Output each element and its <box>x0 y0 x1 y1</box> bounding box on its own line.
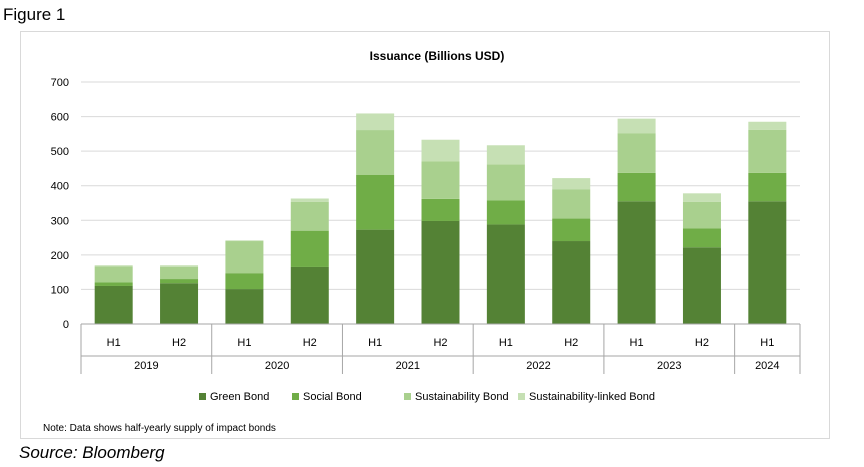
x-tick-label: H2 <box>172 337 186 349</box>
x-group-label: 2023 <box>657 360 681 372</box>
y-tick-label: 0 <box>63 319 69 331</box>
bar-segment <box>486 164 525 201</box>
x-tick-label: H2 <box>695 337 709 349</box>
bar-segment <box>356 130 395 175</box>
legend-swatch <box>199 393 206 400</box>
bar-segment <box>748 172 787 202</box>
y-axis: 0 100 200 300 400 500 600 700 <box>51 77 69 331</box>
chart-frame: Issuance (Billions USD) 0 100 200 300 400 500… <box>20 31 830 439</box>
bar-segment <box>356 229 395 324</box>
bar-segment <box>682 193 721 202</box>
bar-segment <box>421 198 460 221</box>
bar-segment <box>225 240 264 242</box>
bar-segment <box>421 220 460 324</box>
legend-swatch <box>518 393 525 400</box>
x-group-label: 2019 <box>134 360 158 372</box>
bar-segment <box>290 266 329 324</box>
legend-label: Green Bond <box>210 391 269 403</box>
bar-segment <box>421 161 460 199</box>
legend-swatch <box>292 393 299 400</box>
x-group-label: 2024 <box>755 360 779 372</box>
bar-segment <box>552 178 591 190</box>
legend: Green Bond Social Bond Sustainability Bond… <box>199 391 655 403</box>
bar-segment <box>748 201 787 324</box>
legend-swatch <box>404 393 411 400</box>
bar-segment <box>290 201 329 231</box>
legend-label: Social Bond <box>303 391 362 403</box>
bar-segment <box>290 198 329 202</box>
bar-segment <box>617 133 656 173</box>
bar-segment <box>225 241 264 274</box>
y-tick-label: 400 <box>51 181 69 193</box>
bar-segment <box>748 121 787 130</box>
y-tick-label: 200 <box>51 250 69 262</box>
x-tick-label: H2 <box>303 337 317 349</box>
bar-segment <box>486 224 525 324</box>
legend-label: Sustainability Bond <box>415 391 509 403</box>
bar-segment <box>160 279 199 284</box>
x-tick-label: H2 <box>433 337 447 349</box>
bar-segment <box>160 283 199 324</box>
x-tick-label: H1 <box>107 337 121 349</box>
bar-segment <box>617 172 656 202</box>
bars <box>94 113 787 324</box>
figure-label: Figure 1 <box>3 5 66 24</box>
bar-segment <box>290 230 329 267</box>
bar-segment <box>552 241 591 324</box>
bar-segment <box>486 145 525 165</box>
bar-segment <box>617 118 656 134</box>
bar-segment <box>748 129 787 173</box>
x-tick-label: H1 <box>760 337 774 349</box>
x-tick-label: H1 <box>630 337 644 349</box>
bar-segment <box>160 265 199 267</box>
y-tick-label: 600 <box>51 112 69 124</box>
y-tick-label: 500 <box>51 146 69 158</box>
x-group-label: 2021 <box>396 360 420 372</box>
x-group-label: 2022 <box>526 360 550 372</box>
bar-segment <box>94 265 133 267</box>
x-tick-label: H2 <box>564 337 578 349</box>
bar-segment <box>94 285 133 324</box>
chart-note: Note: Data shows half-yearly supply of i… <box>43 423 276 434</box>
source-caption: Source: Bloomberg <box>19 443 165 462</box>
bar-segment <box>356 113 395 131</box>
bar-segment <box>160 266 199 280</box>
bar-segment <box>94 282 133 286</box>
x-tick-label: H1 <box>237 337 251 349</box>
bar-segment <box>682 201 721 229</box>
x-tick-label: H1 <box>368 337 382 349</box>
bar-segment <box>617 201 656 324</box>
chart-title: Issuance (Billions USD) <box>370 49 505 63</box>
bar-segment <box>94 266 133 283</box>
y-tick-label: 100 <box>51 284 69 296</box>
bar-segment <box>421 139 460 162</box>
bar-segment <box>682 228 721 248</box>
stacked-bar-chart: Issuance (Billions USD) 0 100 200 300 400 500… <box>43 49 801 434</box>
bar-segment <box>486 200 525 225</box>
bar-segment <box>225 289 264 324</box>
bar-segment <box>682 247 721 324</box>
y-tick-label: 700 <box>51 77 69 89</box>
legend-label: Sustainability-linked Bond <box>529 391 655 403</box>
bar-segment <box>552 189 591 219</box>
x-tick-label: H1 <box>499 337 513 349</box>
x-group-label: 2020 <box>265 360 289 372</box>
y-tick-label: 300 <box>51 215 69 227</box>
bar-segment <box>356 174 395 230</box>
bar-segment <box>552 218 591 242</box>
bar-segment <box>225 273 264 290</box>
x-axis: H1 H2 H1 H2 H1 H2 H1 H2 H1 H2 H1 2019 2020 2021 2022 20… <box>80 323 801 374</box>
